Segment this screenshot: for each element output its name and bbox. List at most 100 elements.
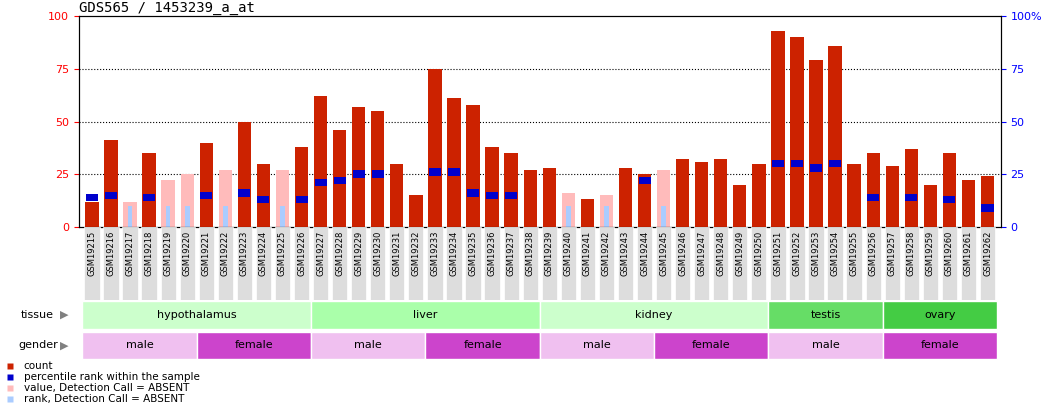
Bar	[333, 177, 346, 184]
Text: gender: gender	[19, 340, 59, 350]
Bar	[199, 143, 213, 227]
Bar	[184, 206, 190, 227]
Bar	[465, 227, 481, 300]
Text: GSM19262: GSM19262	[983, 230, 992, 276]
Text: percentile rank within the sample: percentile rank within the sample	[23, 372, 199, 382]
Bar	[332, 227, 347, 300]
Bar	[752, 164, 765, 227]
Text: GSM19258: GSM19258	[907, 230, 916, 276]
Bar	[638, 177, 651, 184]
Text: GSM19252: GSM19252	[792, 230, 802, 276]
Bar	[962, 181, 975, 227]
Text: GSM19226: GSM19226	[297, 230, 306, 276]
Bar	[656, 227, 671, 300]
Bar	[105, 192, 117, 199]
Bar	[713, 227, 728, 300]
Bar	[104, 227, 118, 300]
Bar	[280, 206, 285, 227]
Text: GSM19228: GSM19228	[335, 230, 344, 276]
Text: GSM19247: GSM19247	[697, 230, 706, 276]
Bar	[808, 227, 824, 300]
Bar	[505, 192, 517, 199]
Text: GSM19225: GSM19225	[278, 230, 287, 276]
Text: GSM19239: GSM19239	[545, 230, 553, 276]
Bar	[618, 227, 633, 300]
Bar	[314, 96, 327, 227]
Text: GSM19256: GSM19256	[869, 230, 877, 276]
Text: female: female	[692, 340, 730, 350]
Bar	[867, 153, 880, 227]
Text: female: female	[463, 340, 502, 350]
Bar	[105, 141, 117, 227]
Bar	[425, 332, 540, 359]
Bar	[771, 31, 785, 227]
Bar	[809, 60, 823, 227]
Bar	[982, 204, 994, 211]
Text: GSM19245: GSM19245	[659, 230, 668, 276]
Bar	[144, 194, 155, 201]
Bar	[791, 160, 803, 167]
Bar	[85, 202, 99, 227]
Text: GSM19222: GSM19222	[221, 230, 230, 276]
Bar	[238, 122, 252, 227]
Bar	[542, 227, 556, 300]
Bar	[258, 196, 269, 203]
Text: GSM19260: GSM19260	[945, 230, 954, 276]
Bar	[237, 227, 252, 300]
Bar	[123, 227, 137, 300]
Bar	[484, 227, 500, 300]
Text: GSM19219: GSM19219	[163, 230, 173, 276]
Bar	[504, 153, 518, 227]
Bar	[276, 170, 289, 227]
Bar	[333, 130, 346, 227]
Bar	[372, 171, 384, 178]
Bar	[922, 227, 938, 300]
Text: GSM19241: GSM19241	[583, 230, 592, 276]
Bar	[219, 170, 232, 227]
Bar	[566, 206, 570, 227]
Text: GSM19246: GSM19246	[678, 230, 687, 276]
Bar	[352, 107, 366, 227]
Text: GSM19240: GSM19240	[564, 230, 573, 276]
Text: GSM19230: GSM19230	[373, 230, 383, 276]
Text: GSM19220: GSM19220	[182, 230, 192, 276]
Bar	[143, 153, 156, 227]
Text: value, Detection Call = ABSENT: value, Detection Call = ABSENT	[23, 383, 189, 393]
Bar	[828, 46, 842, 227]
Bar	[238, 190, 250, 197]
Bar	[257, 164, 270, 227]
Text: GSM19242: GSM19242	[602, 230, 611, 276]
Bar	[561, 227, 576, 300]
Bar	[751, 227, 766, 300]
Bar	[197, 332, 311, 359]
Bar	[160, 227, 176, 300]
Bar	[882, 301, 997, 328]
Text: GSM19244: GSM19244	[640, 230, 649, 276]
Text: male: male	[354, 340, 383, 350]
Text: GSM19255: GSM19255	[850, 230, 858, 276]
Bar	[293, 227, 309, 300]
Text: female: female	[920, 340, 959, 350]
Text: GSM19261: GSM19261	[964, 230, 973, 276]
Bar	[637, 227, 652, 300]
Bar	[179, 227, 195, 300]
Bar	[903, 227, 919, 300]
Text: male: male	[811, 340, 839, 350]
Bar	[314, 179, 327, 186]
Text: male: male	[126, 340, 153, 350]
Bar	[447, 98, 461, 227]
Bar	[866, 227, 880, 300]
Bar	[486, 192, 498, 199]
Text: GSM19243: GSM19243	[621, 230, 630, 276]
Text: ovary: ovary	[924, 310, 956, 320]
Bar	[768, 301, 882, 328]
Bar	[604, 206, 609, 227]
Bar	[503, 227, 519, 300]
Bar	[446, 227, 461, 300]
Bar	[428, 227, 442, 300]
Bar	[905, 194, 917, 201]
Bar	[141, 227, 157, 300]
Bar	[661, 206, 665, 227]
Bar	[390, 164, 403, 227]
Bar	[980, 227, 996, 300]
